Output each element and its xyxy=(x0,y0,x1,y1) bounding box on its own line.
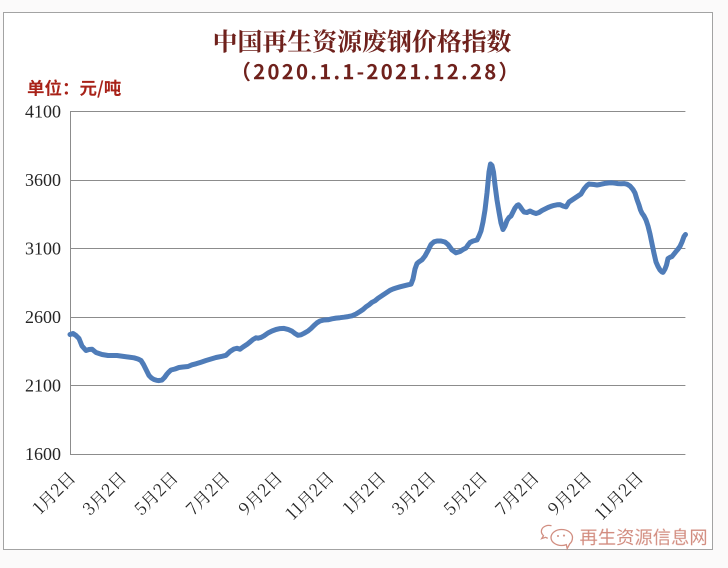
svg-text:4100: 4100 xyxy=(25,101,61,121)
svg-text:3100: 3100 xyxy=(25,238,61,258)
svg-text:2100: 2100 xyxy=(25,376,61,396)
svg-text:1600: 1600 xyxy=(25,444,61,464)
svg-text:3600: 3600 xyxy=(25,170,61,190)
svg-text:2600: 2600 xyxy=(25,307,61,327)
